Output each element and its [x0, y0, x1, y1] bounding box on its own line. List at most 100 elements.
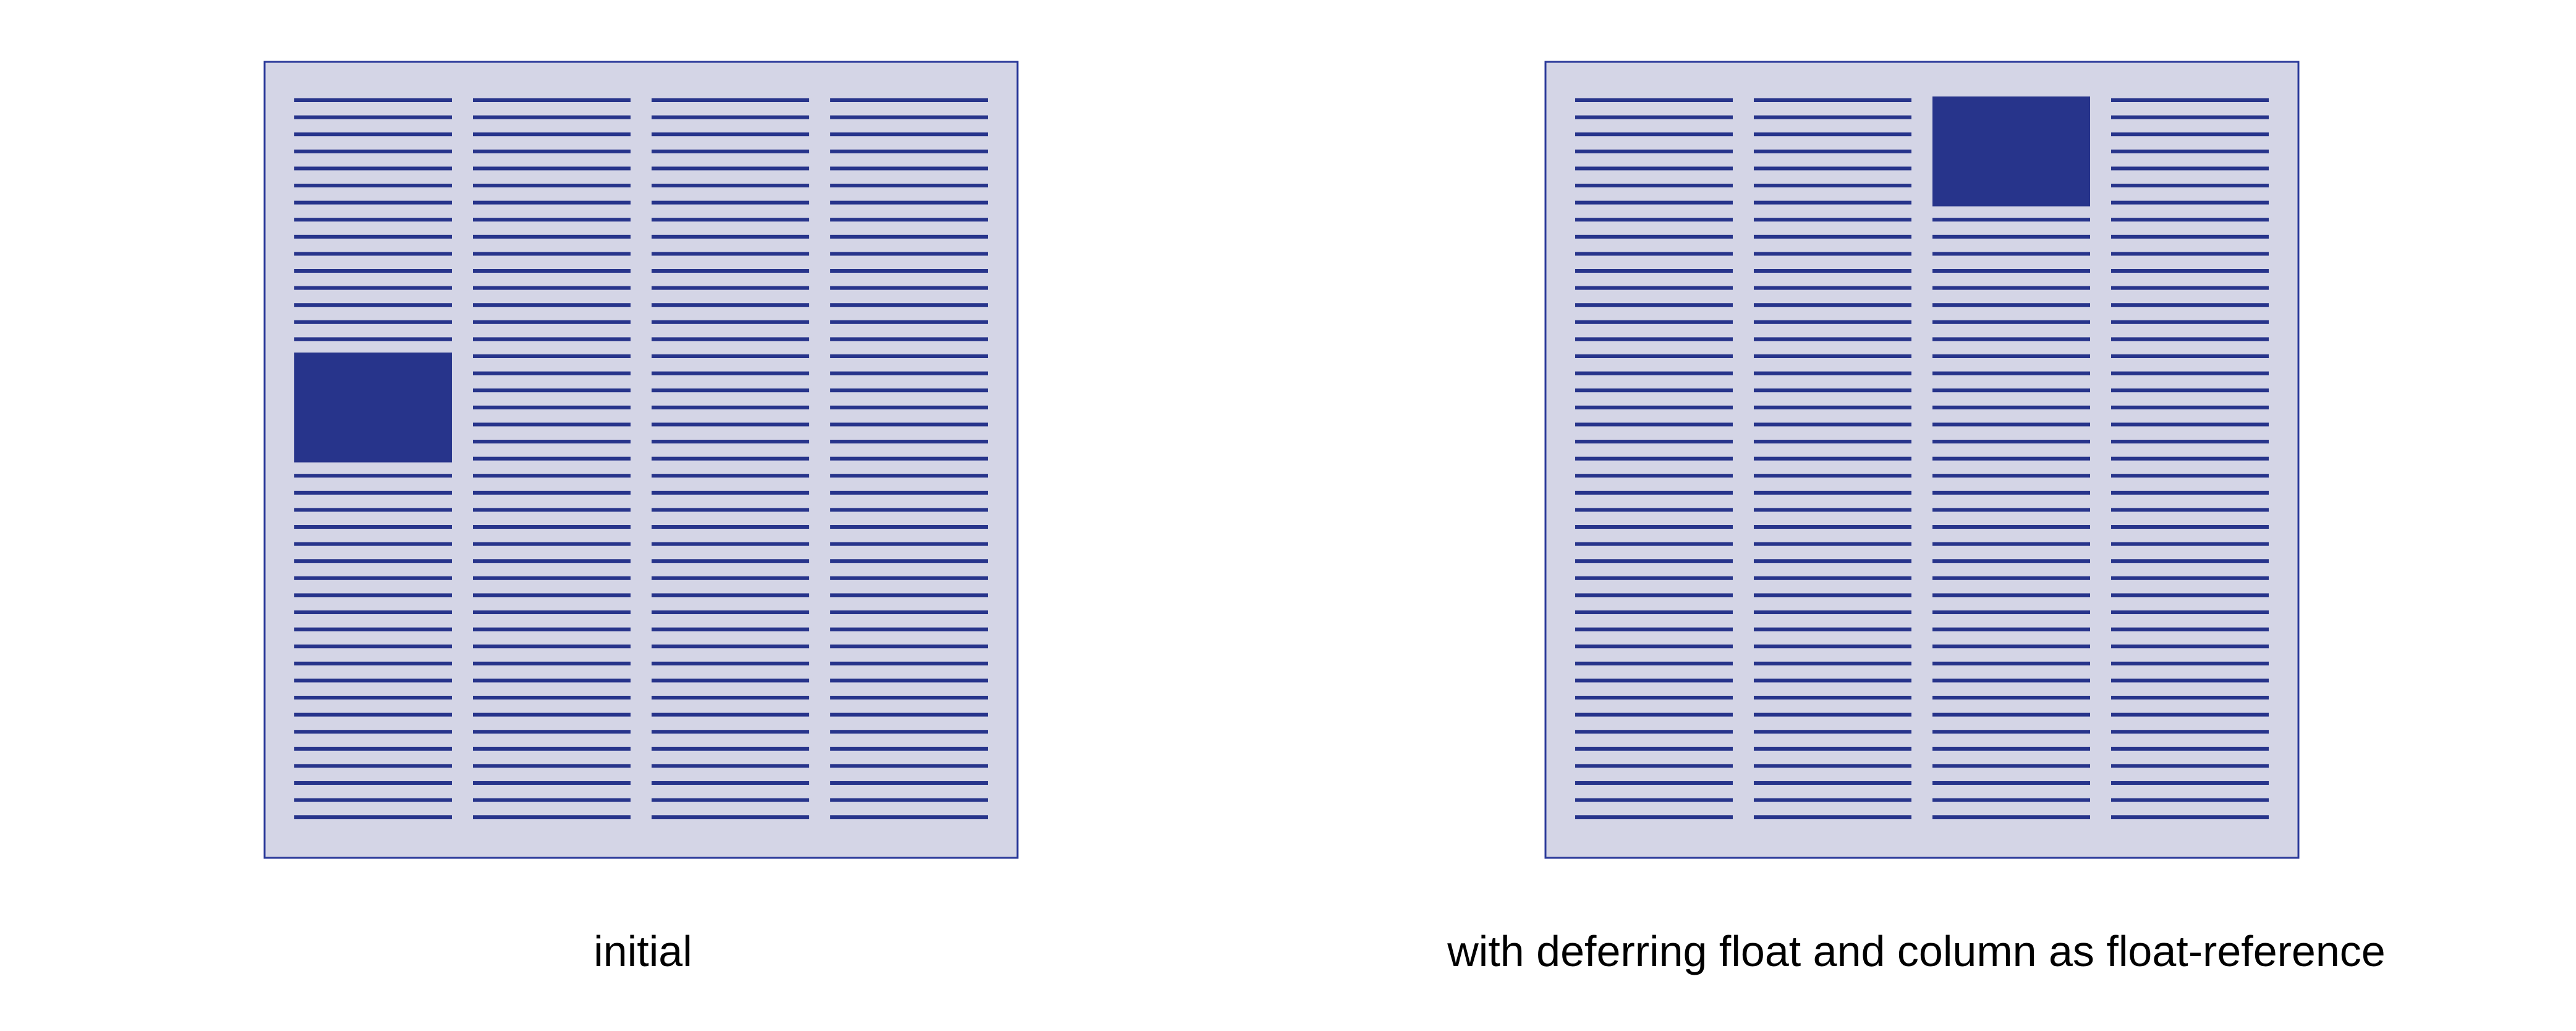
- text-line: [1575, 678, 1733, 683]
- text-line: [652, 200, 809, 205]
- text-line: [473, 303, 631, 307]
- text-line: [1575, 320, 1733, 324]
- text-line: [1575, 286, 1733, 290]
- text-line: [2111, 747, 2269, 751]
- text-line: [1932, 269, 2090, 273]
- text-line: [830, 593, 988, 597]
- text-line: [1575, 593, 1733, 597]
- text-line: [1932, 576, 2090, 580]
- text-line: [1754, 678, 1911, 683]
- text-line: [1754, 388, 1911, 393]
- text-line: [2111, 576, 2269, 580]
- text-line: [473, 525, 631, 529]
- text-line: [652, 405, 809, 409]
- text-line: [652, 559, 809, 563]
- text-line: [652, 98, 809, 102]
- text-line: [2111, 269, 2269, 273]
- text-line: [1754, 218, 1911, 222]
- text-line: [652, 320, 809, 324]
- text-line: [652, 252, 809, 256]
- text-line: [473, 678, 631, 683]
- text-line: [294, 593, 452, 597]
- text-line: [1932, 234, 2090, 239]
- text-line: [473, 149, 631, 153]
- text-line: [1932, 644, 2090, 649]
- text-line: [830, 218, 988, 222]
- text-line: [2111, 696, 2269, 699]
- text-line: [830, 440, 988, 443]
- text-line: [1575, 218, 1733, 222]
- text-line: [2111, 559, 2269, 563]
- text-line: [2111, 456, 2269, 461]
- text-line: [294, 798, 452, 802]
- text-line: [1932, 696, 2090, 699]
- text-line: [652, 610, 809, 614]
- text-line: [2111, 798, 2269, 802]
- text-line: [652, 474, 809, 478]
- text-line: [2111, 98, 2269, 102]
- text-line: [1932, 798, 2090, 802]
- text-line: [473, 696, 631, 699]
- text-line: [1754, 525, 1911, 529]
- text-line: [473, 200, 631, 205]
- text-line: [2111, 542, 2269, 546]
- text-line: [1575, 525, 1733, 529]
- text-line: [473, 132, 631, 137]
- text-line: [652, 508, 809, 512]
- text-line: [294, 661, 452, 665]
- text-line: [473, 730, 631, 734]
- text-line: [1754, 337, 1911, 341]
- text-line: [652, 132, 809, 137]
- text-line: [1754, 303, 1911, 307]
- text-line: [830, 644, 988, 649]
- text-line: [830, 166, 988, 171]
- text-line: [652, 115, 809, 119]
- text-line: [2111, 234, 2269, 239]
- text-line: [1575, 234, 1733, 239]
- text-line: [830, 200, 988, 205]
- text-line: [830, 781, 988, 785]
- text-line: [473, 440, 631, 443]
- text-line: [1575, 576, 1733, 580]
- text-line: [1575, 764, 1733, 768]
- text-line: [2111, 354, 2269, 358]
- text-line: [830, 371, 988, 375]
- text-line: [1932, 508, 2090, 512]
- text-line: [1932, 440, 2090, 443]
- text-line: [2111, 712, 2269, 717]
- text-line: [294, 252, 452, 256]
- text-line: [652, 371, 809, 375]
- text-line: [294, 286, 452, 290]
- text-line: [1575, 798, 1733, 802]
- text-line: [1754, 184, 1911, 187]
- text-line: [830, 269, 988, 273]
- text-line: [1932, 542, 2090, 546]
- text-line: [1754, 149, 1911, 153]
- text-line: [2111, 184, 2269, 187]
- text-line: [830, 388, 988, 393]
- text-line: [2111, 610, 2269, 614]
- text-line: [1575, 337, 1733, 341]
- text-line: [2111, 303, 2269, 307]
- text-line: [473, 747, 631, 751]
- text-line: [1754, 696, 1911, 699]
- text-line: [1575, 627, 1733, 631]
- text-line: [1575, 610, 1733, 614]
- text-line: [830, 508, 988, 512]
- text-line: [1932, 747, 2090, 751]
- text-line: [1932, 525, 2090, 529]
- text-line: [1754, 764, 1911, 768]
- text-line: [830, 747, 988, 751]
- text-line: [830, 456, 988, 461]
- float-box: [294, 353, 452, 463]
- text-line: [2111, 405, 2269, 409]
- text-line: [2111, 132, 2269, 137]
- text-line: [294, 542, 452, 546]
- text-line: [652, 440, 809, 443]
- text-line: [830, 696, 988, 699]
- text-line: [1932, 303, 2090, 307]
- text-line: [294, 337, 452, 341]
- text-line: [1575, 371, 1733, 375]
- text-line: [473, 234, 631, 239]
